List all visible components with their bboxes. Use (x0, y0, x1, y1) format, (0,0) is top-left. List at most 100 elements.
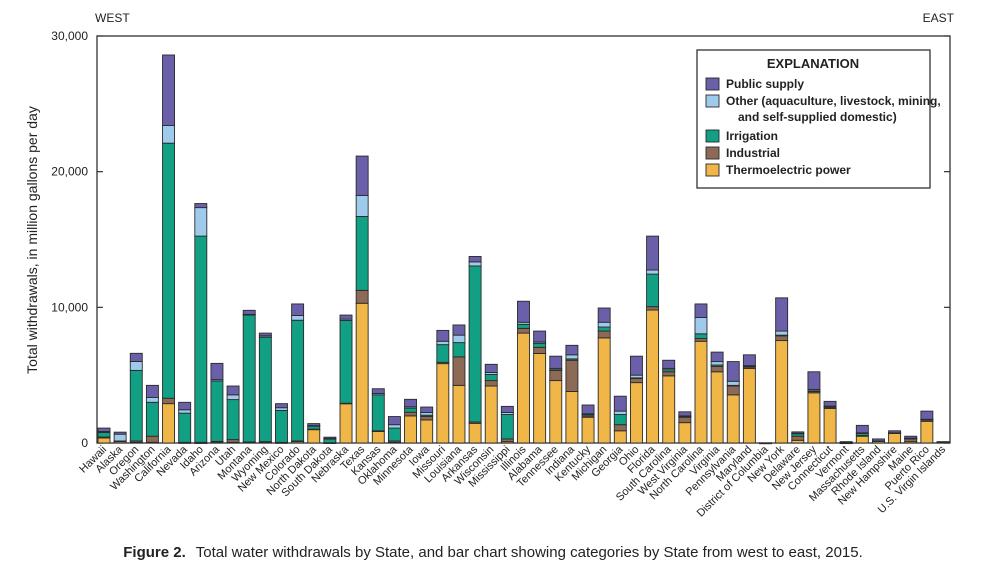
bar-stack-wyoming (258, 332, 272, 444)
bar-stack-washington (145, 384, 159, 444)
bar-segment-other (613, 410, 627, 415)
bar-segment-public (597, 307, 611, 323)
bar-stack-new-jersey (807, 371, 821, 444)
legend-label-other: Other (aquaculture, livestock, mining, (726, 94, 941, 108)
bar-stack-indiana (565, 344, 579, 444)
bar-segment-industrial (646, 306, 660, 311)
caption-label: Figure 2. (123, 544, 186, 561)
legend-swatch-thermo (705, 163, 720, 177)
bar-segment-public (468, 256, 482, 263)
y-tick-label: 30,000 (51, 29, 88, 43)
bar-segment-public (258, 332, 272, 337)
bar-segment-thermo (355, 302, 369, 444)
bar-segment-public (872, 438, 885, 442)
bar-segment-thermo (581, 416, 595, 444)
bar-segment-thermo (613, 430, 627, 444)
bar-segment-industrial (775, 335, 789, 342)
bar-segment-thermo (646, 309, 660, 444)
bar-segment-public (742, 354, 756, 367)
bar-stack-florida (646, 235, 660, 444)
bar-segment-irrigation (339, 320, 353, 404)
bar-segment-thermo (97, 437, 111, 444)
bar-stack-connecticut (823, 400, 837, 444)
bar-segment-public (178, 401, 192, 411)
bar-segment-public (613, 395, 627, 412)
bar-segment-other (129, 361, 143, 371)
bar-stack-kentucky (581, 404, 595, 444)
bar-segment-irrigation (371, 394, 385, 432)
legend-label-thermo: Thermoelectric power (726, 163, 851, 177)
bar-segment-public (484, 363, 498, 373)
bar-segment-industrial (629, 378, 643, 384)
bar-stack-south-carolina (662, 359, 676, 444)
bar-segment-industrial (726, 385, 740, 396)
bar-segment-public (323, 436, 337, 439)
bar-segment-industrial (613, 424, 627, 432)
bar-stack-puerto-rico (920, 410, 934, 444)
bar-segment-public (420, 406, 434, 413)
bar-stack-montana (242, 309, 256, 444)
bar-segment-industrial (517, 327, 530, 334)
bar-segment-thermo (404, 415, 418, 444)
bar-segment-thermo (549, 380, 563, 444)
west-label: WEST (95, 11, 130, 25)
legend-label-industrial: Industrial (726, 146, 780, 160)
legend-box (696, 49, 931, 189)
y-tick-label: 10,000 (51, 300, 88, 314)
bar-segment-thermo (436, 363, 450, 444)
bar-segment-irrigation (275, 409, 288, 443)
bar-segment-public (436, 329, 450, 342)
bar-segment-public (791, 431, 805, 434)
bar-segment-public (936, 441, 950, 443)
bar-segment-industrial (710, 365, 724, 373)
bar-stack-new-mexico (275, 403, 288, 444)
bar-stack-utah (226, 385, 240, 444)
bar-segment-thermo (726, 394, 740, 444)
bar-segment-other (355, 194, 369, 217)
bar-segment-public (129, 352, 143, 362)
bar-segment-other (597, 321, 611, 328)
bar-segment-public (226, 385, 240, 396)
bar-stack-alabama (533, 330, 547, 444)
bar-segment-public (629, 355, 643, 376)
bar-segment-public (888, 430, 902, 434)
bar-segment-thermo (710, 371, 724, 444)
bar-segment-irrigation (436, 344, 450, 363)
bar-stack-illinois (517, 300, 530, 444)
bar-segment-public (823, 400, 837, 407)
bar-stack-mississippi (500, 405, 514, 444)
legend: EXPLANATION Public supply Other (aquacult… (696, 49, 941, 189)
bar-segment-thermo (888, 433, 902, 444)
legend-swatch-industrial (705, 146, 720, 160)
bar-segment-thermo (162, 403, 175, 444)
bar-segment-public (775, 297, 789, 332)
legend-label-other: and self-supplied domestic) (738, 110, 897, 124)
bar-stack-new-hampshire (888, 430, 902, 444)
bar-segment-irrigation (500, 414, 514, 440)
bar-stack-nebraska (339, 314, 353, 444)
bar-stack-wisconsin (484, 363, 498, 444)
bar-stack-california (162, 54, 175, 444)
bar-stack-new-york (775, 297, 789, 444)
bar-segment-thermo (339, 403, 353, 444)
bar-segment-irrigation (355, 215, 369, 291)
bar-stack-rhode-island (872, 438, 885, 444)
bar-segment-irrigation (404, 407, 418, 413)
bar-segment-other (178, 409, 192, 414)
bar-segment-industrial (452, 356, 466, 386)
bar-segment-public (307, 423, 321, 427)
bar-segment-irrigation (194, 235, 208, 443)
bar-stack-north-carolina (694, 303, 708, 444)
bar-stack-hawaii (97, 427, 111, 444)
bar-segment-public (920, 410, 934, 420)
bar-segment-industrial (162, 397, 175, 405)
bar-segment-public (210, 362, 224, 381)
bar-segment-other (145, 397, 159, 403)
bar-segment-thermo (694, 340, 708, 444)
bar-segment-other (226, 394, 240, 401)
bar-segment-thermo (565, 390, 579, 444)
bar-segment-irrigation (484, 374, 498, 382)
bar-segment-thermo (742, 367, 756, 444)
bar-stack-oregon (129, 352, 143, 444)
bar-segment-industrial (565, 359, 579, 392)
